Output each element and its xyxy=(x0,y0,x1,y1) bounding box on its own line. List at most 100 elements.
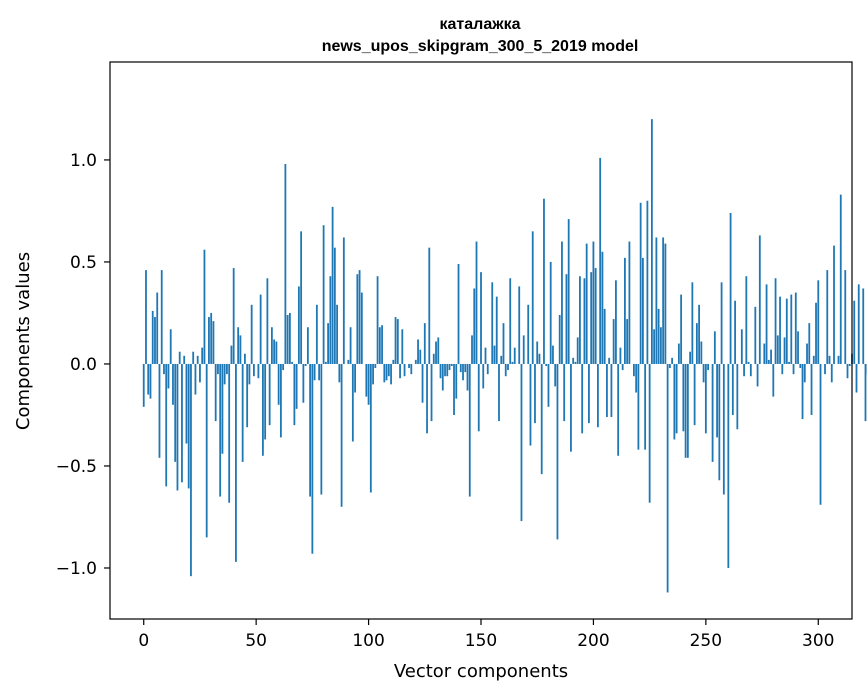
x-tick-label: 150 xyxy=(465,631,497,651)
bar xyxy=(480,272,482,364)
bar xyxy=(169,329,172,364)
bar xyxy=(844,270,847,364)
bar xyxy=(174,363,177,462)
bar xyxy=(565,274,568,364)
bar xyxy=(776,335,779,364)
bar xyxy=(354,363,356,393)
bar xyxy=(223,363,226,385)
bar xyxy=(677,343,680,364)
bar xyxy=(770,349,772,364)
bar xyxy=(253,363,255,377)
bar xyxy=(693,363,696,426)
bar xyxy=(444,363,446,377)
bar xyxy=(313,363,316,381)
bar xyxy=(722,363,725,495)
bar xyxy=(749,363,752,377)
bar xyxy=(713,331,716,364)
bar xyxy=(244,353,246,364)
bar xyxy=(659,327,662,364)
bar xyxy=(300,231,303,364)
bar xyxy=(702,363,705,383)
bar xyxy=(603,308,606,364)
bar xyxy=(466,363,469,391)
bar xyxy=(635,363,638,393)
y-tick-label: 0.0 xyxy=(70,355,97,375)
bar xyxy=(502,323,505,364)
bar xyxy=(522,335,525,364)
bar xyxy=(563,363,566,422)
bar xyxy=(221,363,224,454)
bar xyxy=(421,363,424,403)
bar xyxy=(430,363,433,422)
bar xyxy=(691,282,694,364)
bar xyxy=(585,243,588,364)
bar xyxy=(570,363,572,452)
bar xyxy=(781,363,784,375)
bar xyxy=(817,280,820,364)
bar xyxy=(862,288,865,364)
bar xyxy=(381,325,383,364)
bar xyxy=(803,363,806,383)
bar xyxy=(716,363,718,438)
bar xyxy=(493,345,496,364)
bar xyxy=(477,363,480,432)
bar xyxy=(682,363,685,432)
bar xyxy=(579,276,581,364)
bar xyxy=(779,296,781,364)
bar xyxy=(196,355,199,364)
bar xyxy=(830,363,833,383)
bar xyxy=(668,363,671,369)
bar xyxy=(275,341,278,364)
bar xyxy=(509,278,512,364)
bar xyxy=(199,363,201,383)
bar xyxy=(857,284,860,364)
bar xyxy=(250,304,253,364)
bar xyxy=(531,231,534,364)
bar xyxy=(356,274,359,364)
bar xyxy=(288,312,291,364)
bar xyxy=(378,327,381,364)
bar xyxy=(597,363,599,428)
bar xyxy=(450,363,453,366)
bar xyxy=(864,363,867,422)
bar xyxy=(572,357,575,364)
bar xyxy=(772,363,775,397)
bar xyxy=(217,363,219,375)
bar xyxy=(457,263,460,364)
bar xyxy=(639,202,642,364)
bar xyxy=(367,363,370,405)
bar xyxy=(734,300,736,364)
bar xyxy=(545,363,548,366)
chart-title-line-1: каталажка xyxy=(440,16,521,33)
bar xyxy=(650,119,653,364)
bar xyxy=(419,349,422,364)
bar xyxy=(484,347,487,364)
bar xyxy=(641,257,644,364)
bar xyxy=(707,363,709,371)
bar xyxy=(158,363,161,458)
bar xyxy=(426,363,428,434)
bar xyxy=(547,363,550,407)
bar xyxy=(498,363,500,422)
bar xyxy=(698,304,700,364)
bar xyxy=(273,339,276,364)
bar xyxy=(320,363,323,495)
bar xyxy=(333,247,336,364)
bar xyxy=(518,286,521,364)
bar xyxy=(495,296,498,364)
bar xyxy=(815,302,817,364)
bar xyxy=(210,312,213,364)
bar xyxy=(324,361,327,364)
bar xyxy=(266,278,269,364)
bar xyxy=(799,363,802,369)
bar xyxy=(473,288,476,364)
bar-series xyxy=(142,119,867,593)
y-axis-ticks: −1.0 −0.5 0.0 0.5 1.0 xyxy=(56,151,110,579)
bar xyxy=(219,363,222,497)
bar xyxy=(203,249,206,364)
bar xyxy=(185,363,188,444)
bar xyxy=(390,363,392,385)
bar xyxy=(491,282,494,364)
bar xyxy=(376,276,379,364)
bar xyxy=(235,363,237,562)
